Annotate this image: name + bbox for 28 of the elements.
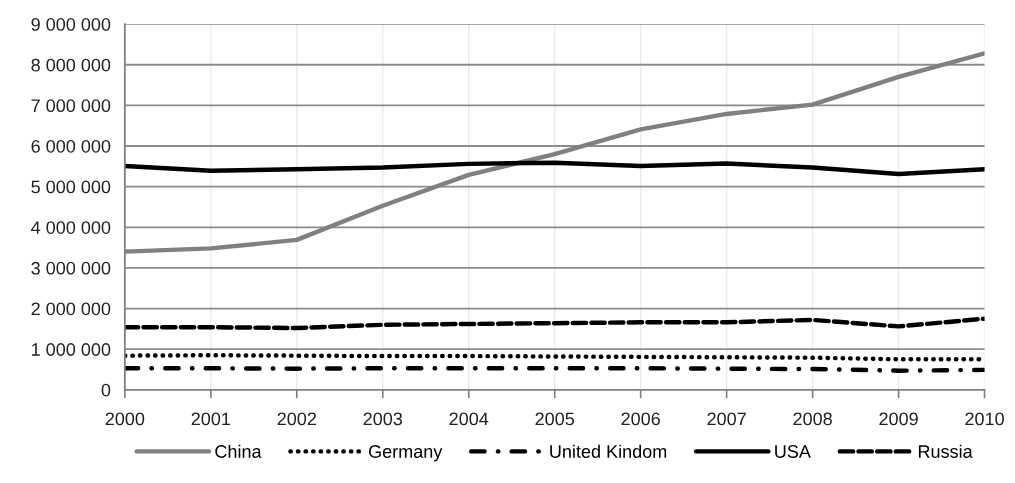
x-tick-label: 2006 <box>621 412 660 426</box>
x-tick-label: 2002 <box>277 412 316 426</box>
x-tick-label: 2004 <box>449 412 489 426</box>
legend-label: United Kindom <box>550 444 667 458</box>
x-tick-label: 2005 <box>535 412 575 426</box>
x-tick-label: 2007 <box>707 412 746 426</box>
y-tick-label: 7 000 000 <box>31 99 111 113</box>
x-tick-label: 2000 <box>105 412 145 426</box>
x-tick-label: 2010 <box>965 412 1004 426</box>
line-series <box>124 316 985 331</box>
y-tick-label: 0 <box>101 383 111 397</box>
y-tick-label: 9 000 000 <box>31 18 111 31</box>
x-tick-label: 2001 <box>191 412 231 426</box>
legend-label: Russia <box>918 444 973 458</box>
y-tick-label: 8 000 000 <box>31 58 111 72</box>
legend-label: Germany <box>368 445 443 462</box>
x-tick-label: 2003 <box>363 412 403 426</box>
y-tick-label: 5 000 000 <box>31 180 111 194</box>
y-tick-label: 1 000 000 <box>32 343 111 356</box>
y-tick-label: 4 000 000 <box>31 221 111 234</box>
x-tick-label: 2009 <box>879 412 918 426</box>
legend-label: China <box>215 444 262 458</box>
y-tick-label: 6 000 000 <box>31 139 111 153</box>
y-tick-label: 2 000 000 <box>31 302 111 316</box>
y-tick-label: 3 000 000 <box>31 261 111 275</box>
x-tick-label: 2008 <box>793 412 832 426</box>
legend-label: USA <box>775 445 811 458</box>
line-series <box>124 160 985 177</box>
